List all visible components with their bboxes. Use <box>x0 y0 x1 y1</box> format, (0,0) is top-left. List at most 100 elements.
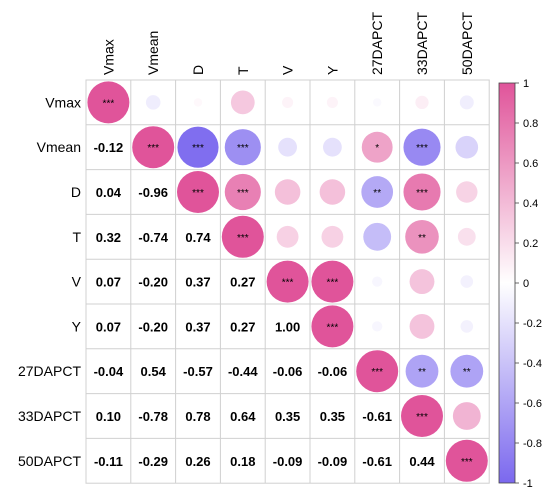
row-label-Vmean: Vmean <box>37 139 81 155</box>
column-label-V: V <box>280 65 296 75</box>
corr-circle-33DAPCT-50DAPCT <box>452 402 481 430</box>
corr-circle-Vmax-50DAPCT <box>459 95 474 110</box>
corr-circle-V-33DAPCT <box>409 269 435 295</box>
corr-circle-T-27DAPCT <box>363 222 392 251</box>
corr-value-50DAPCT-27DAPCT: -0.61 <box>362 454 392 469</box>
corr-circle-D-33DAPCT <box>403 173 441 211</box>
corr-circle-27DAPCT-33DAPCT <box>405 354 439 388</box>
row-label-Vmax: Vmax <box>45 94 81 110</box>
corr-value-27DAPCT-T: -0.44 <box>228 364 258 379</box>
corr-value-33DAPCT-V: 0.35 <box>275 409 300 424</box>
corr-value-Y-D: 0.37 <box>185 319 210 334</box>
significance-mark: ** <box>463 367 471 378</box>
corr-circle-Vmax-D <box>193 98 203 107</box>
corr-value-33DAPCT-Y: 0.35 <box>320 409 345 424</box>
corr-value-T-D: 0.74 <box>185 230 211 245</box>
corr-circle-Vmax-Y <box>326 96 338 108</box>
significance-mark: *** <box>327 322 339 333</box>
corr-circle-T-T <box>221 215 264 258</box>
corr-circle-Vmax-T <box>230 90 255 115</box>
corr-circle-V-V <box>266 260 309 303</box>
corr-circle-Vmean-Vmean <box>132 126 175 169</box>
colorbar-tick-label: -0.2 <box>523 318 542 330</box>
corr-circle-Vmean-D <box>177 126 219 168</box>
significance-mark: *** <box>416 412 428 423</box>
row-label-D: D <box>71 184 81 200</box>
significance-mark: * <box>375 143 379 154</box>
colorbar-tick-label: 1 <box>523 78 529 90</box>
column-label-T: T <box>235 66 251 75</box>
corr-value-33DAPCT-Vmean: -0.78 <box>138 409 168 424</box>
corr-value-27DAPCT-V: -0.06 <box>273 364 303 379</box>
corr-value-D-Vmean: -0.96 <box>138 185 168 200</box>
corr-value-27DAPCT-D: -0.57 <box>183 364 213 379</box>
corr-value-50DAPCT-Vmax: -0.11 <box>94 454 123 469</box>
significance-mark: *** <box>192 188 204 199</box>
corr-value-33DAPCT-D: 0.78 <box>185 409 210 424</box>
corr-circle-Vmean-33DAPCT <box>403 128 441 166</box>
column-label-Vmean: Vmean <box>145 31 161 75</box>
row-label-27DAPCT: 27DAPCT <box>18 363 81 379</box>
corr-circle-Vmean-Y <box>323 137 342 157</box>
significance-mark: ** <box>418 233 426 244</box>
corr-value-Y-V: 1.00 <box>275 319 300 334</box>
corr-circle-Vmax-33DAPCT <box>415 95 429 110</box>
significance-mark: *** <box>461 457 473 468</box>
corr-value-V-Vmean: -0.20 <box>138 275 168 290</box>
corr-value-50DAPCT-33DAPCT: 0.44 <box>409 454 435 469</box>
corr-value-27DAPCT-Vmax: -0.04 <box>94 364 124 379</box>
corr-circle-Vmean-50DAPCT <box>455 135 479 159</box>
matrix-cells: ***-0.12 *** *** *** * ***0.04 -0.96 *** *** ** **… <box>87 81 488 482</box>
colorbar-tick-label: -0.6 <box>523 398 542 410</box>
corr-value-50DAPCT-V: -0.09 <box>273 454 303 469</box>
corr-circle-33DAPCT-33DAPCT <box>401 395 443 437</box>
row-label-T: T <box>72 229 81 245</box>
column-label-33DAPCT: 33DAPCT <box>414 12 430 75</box>
corr-circle-27DAPCT-27DAPCT <box>356 350 399 393</box>
corr-circle-50DAPCT-50DAPCT <box>445 439 488 482</box>
corr-circle-T-33DAPCT <box>405 220 439 254</box>
significance-mark: *** <box>416 188 428 199</box>
corr-value-33DAPCT-27DAPCT: -0.61 <box>362 409 392 424</box>
corr-circle-D-D <box>177 171 219 213</box>
corr-circle-V-27DAPCT <box>372 276 383 287</box>
column-labels: Vmax Vmean D T V Y 27DAPCT 33DAPCT 50DAPCT <box>100 12 474 75</box>
corr-circle-T-V <box>276 225 299 248</box>
corr-circle-V-Y <box>311 260 354 303</box>
corr-value-33DAPCT-T: 0.64 <box>230 409 256 424</box>
corr-value-50DAPCT-T: 0.18 <box>230 454 255 469</box>
corr-circle-Vmax-V <box>282 96 294 108</box>
colorbar-tick-label: 0.8 <box>523 118 538 130</box>
corr-circle-Y-Y <box>311 305 354 348</box>
corr-value-Y-T: 0.27 <box>230 319 255 334</box>
significance-mark: *** <box>103 98 115 109</box>
row-label-50DAPCT: 50DAPCT <box>18 453 81 469</box>
corr-value-V-Vmax: 0.07 <box>96 275 121 290</box>
row-label-33DAPCT: 33DAPCT <box>18 408 81 424</box>
colorbar-tick-label: -1 <box>523 478 533 490</box>
corr-value-Y-Vmean: -0.20 <box>138 319 168 334</box>
corr-value-50DAPCT-D: 0.26 <box>185 454 210 469</box>
corr-circle-Vmax-Vmax <box>87 81 130 124</box>
corr-circle-Y-50DAPCT <box>460 320 474 333</box>
colorbar-tick-label: 0.6 <box>523 158 538 170</box>
corr-circle-D-50DAPCT <box>456 181 478 203</box>
corr-circle-Vmean-T <box>224 129 261 166</box>
corr-circle-Vmean-V <box>278 137 297 157</box>
corr-value-V-D: 0.37 <box>185 275 210 290</box>
corr-circle-D-Y <box>319 179 346 205</box>
column-label-D: D <box>190 65 206 75</box>
colorbar-tick-label: 0.4 <box>523 198 538 210</box>
significance-mark: *** <box>237 233 249 244</box>
row-label-V: V <box>72 274 82 290</box>
corr-circle-Vmax-27DAPCT <box>373 98 382 107</box>
corr-circle-D-27DAPCT <box>361 176 394 208</box>
corr-value-Vmean-Vmax: -0.12 <box>94 140 124 155</box>
colorbar-tick-label: -0.4 <box>523 358 542 370</box>
significance-mark: *** <box>327 278 339 289</box>
significance-mark: *** <box>192 143 204 154</box>
corr-circle-V-50DAPCT <box>460 275 474 288</box>
corr-circle-Y-27DAPCT <box>372 321 383 332</box>
corr-circle-Vmax-Vmean <box>145 95 161 110</box>
corr-circle-D-V <box>274 179 301 205</box>
